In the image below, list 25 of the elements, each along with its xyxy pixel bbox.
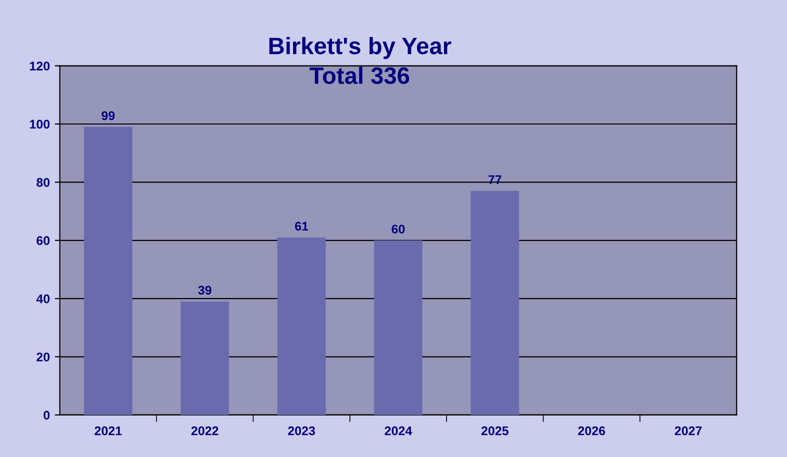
x-tick-label: 2025 bbox=[481, 426, 508, 436]
x-tick-label: 2023 bbox=[288, 426, 315, 436]
data-label: 60 bbox=[392, 224, 405, 234]
y-tick-label: 0 bbox=[44, 410, 50, 420]
bar bbox=[180, 301, 230, 415]
data-label: 39 bbox=[198, 286, 212, 295]
data-label: 61 bbox=[295, 222, 308, 231]
y-tick-label: 80 bbox=[36, 178, 50, 187]
chart-subtitle: Total 336 bbox=[310, 66, 410, 84]
x-tick-label: 2024 bbox=[384, 426, 412, 436]
bar bbox=[470, 190, 520, 415]
x-tick-label: 2022 bbox=[191, 426, 218, 436]
bar bbox=[277, 237, 326, 415]
x-tick-label: 2021 bbox=[94, 426, 122, 436]
chart-title: Birkett's by Year bbox=[269, 36, 452, 59]
x-tick-label: 2026 bbox=[578, 426, 606, 436]
bar bbox=[84, 126, 132, 415]
y-tick-label: 120 bbox=[30, 62, 50, 70]
y-tick-label: 100 bbox=[30, 120, 50, 129]
y-tick-label: 40 bbox=[36, 294, 50, 304]
x-tick-label: 2027 bbox=[674, 426, 702, 436]
bar bbox=[374, 240, 422, 415]
y-tick-label: 20 bbox=[36, 352, 50, 362]
data-label: 99 bbox=[102, 111, 115, 120]
y-tick-label: 60 bbox=[36, 236, 50, 246]
